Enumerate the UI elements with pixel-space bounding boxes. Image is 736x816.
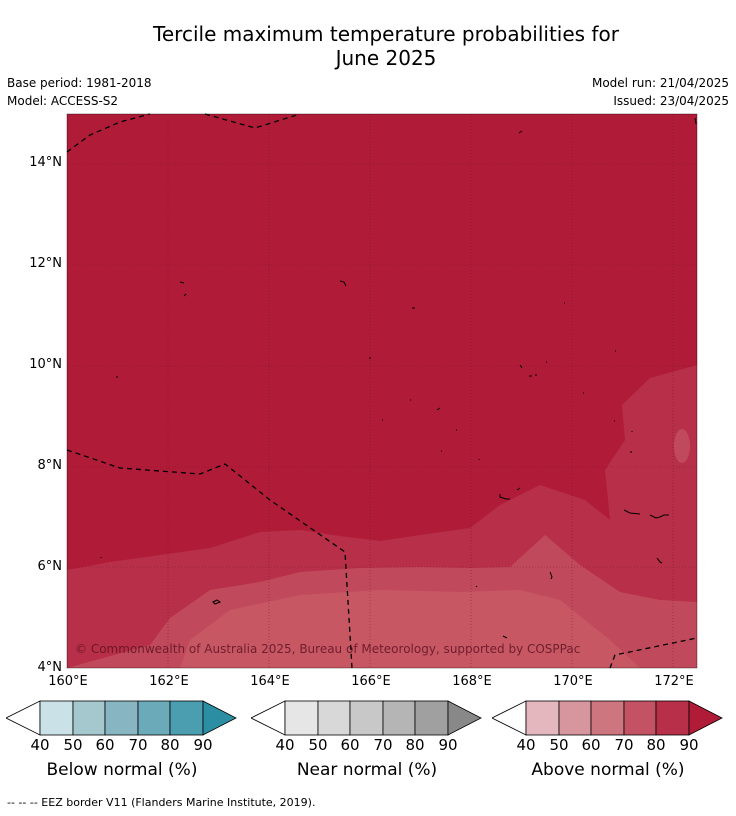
base-period: Base period: 1981-2018 (7, 76, 152, 90)
cb-near-3 (349, 700, 384, 736)
meta-left: Base period: 1981-2018 Model: ACCESS-S2 (7, 74, 152, 110)
cb-above-1 (525, 700, 560, 736)
colorbar-above-label: Above normal (%) (531, 760, 685, 780)
cb-above-tick: 40 (516, 736, 536, 754)
cb-near-tick: 70 (373, 736, 393, 754)
lon-label-162: 162°E (149, 674, 189, 689)
cb-below-tick: 90 (193, 736, 213, 754)
cb-below-under (6, 700, 41, 736)
eez-footnote: -- -- -- EEZ border V11 (Flanders Marine… (7, 796, 316, 809)
islands (100, 117, 697, 639)
cb-below-tick: 80 (160, 736, 180, 754)
model-run: Model run: 21/04/2025 (591, 76, 729, 90)
cb-above-tick: 70 (614, 736, 634, 754)
cb-near-5 (414, 700, 449, 736)
cb-below-tick: 60 (95, 736, 115, 754)
colorbar-below (6, 700, 237, 736)
lat-label-6: 6°N (37, 559, 63, 574)
title-line-2: June 2025 (335, 46, 437, 70)
graticule (67, 114, 697, 668)
lat-label-14: 14°N (29, 155, 62, 170)
cb-above-5 (655, 700, 690, 736)
copyright-text: © Commonwealth of Australia 2025, Bureau… (75, 642, 580, 656)
cb-below-1 (39, 700, 74, 736)
lon-label-160: 160°E (48, 674, 88, 689)
issued-date: Issued: 23/04/2025 (613, 94, 729, 108)
cb-below-tick: 50 (63, 736, 83, 754)
lon-label-166: 166°E (351, 674, 391, 689)
cb-near-tick: 60 (340, 736, 360, 754)
lon-label-164: 164°E (250, 674, 290, 689)
meta-right: Model run: 21/04/2025 Issued: 23/04/2025 (592, 74, 729, 110)
cb-above-over (688, 700, 723, 736)
lon-label-172: 172°E (654, 674, 694, 689)
cb-near-2 (317, 700, 351, 736)
cb-below-2 (72, 700, 106, 736)
cb-above-under (492, 700, 527, 736)
cb-above-tick: 80 (646, 736, 666, 754)
lat-label-10: 10°N (29, 357, 62, 372)
lat-label-4: 4°N (37, 660, 63, 675)
model-name: Model: ACCESS-S2 (7, 94, 119, 108)
cb-near-tick: 40 (275, 736, 295, 754)
lon-label-170: 170°E (553, 674, 593, 689)
cb-below-4 (137, 700, 171, 736)
cb-below-tick: 70 (128, 736, 148, 754)
lon-label-168: 168°E (452, 674, 492, 689)
cb-near-1 (284, 700, 319, 736)
map-title: Tercile maximum temperature probabilitie… (0, 22, 736, 70)
lat-label-8: 8°N (37, 458, 63, 473)
lat-label-12: 12°N (29, 256, 62, 271)
cb-below-5 (169, 700, 204, 736)
zone-above-70-patch (674, 429, 690, 463)
eez-borders (66, 113, 698, 669)
cb-near-tick: 50 (308, 736, 328, 754)
cb-below-3 (104, 700, 139, 736)
cb-near-under (251, 700, 286, 736)
cb-below-tick: 40 (30, 736, 50, 754)
colorbar-below-label: Below normal (%) (46, 760, 198, 780)
colorbar-near-label: Near normal (%) (296, 760, 438, 780)
cb-near-tick: 90 (438, 736, 458, 754)
cb-near-tick: 80 (405, 736, 425, 754)
cb-above-4 (623, 700, 657, 736)
cb-above-tick: 60 (581, 736, 601, 754)
cb-near-over (447, 700, 482, 736)
colorbar-above (492, 700, 723, 736)
cb-below-over (202, 700, 237, 736)
cb-above-tick: 90 (679, 736, 699, 754)
map-frame (66, 113, 698, 669)
cb-above-3 (590, 700, 625, 736)
cb-above-2 (558, 700, 592, 736)
zone-above-60 (180, 590, 640, 668)
cb-near-4 (382, 700, 416, 736)
cb-above-tick: 50 (549, 736, 569, 754)
title-line-1: Tercile maximum temperature probabilitie… (153, 22, 619, 46)
colorbar-near (251, 700, 482, 736)
